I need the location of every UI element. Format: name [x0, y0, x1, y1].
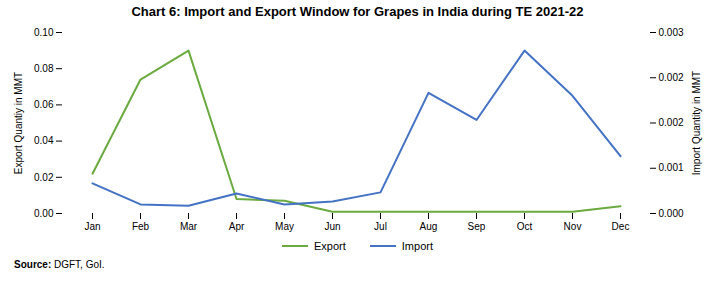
svg-text:Jun: Jun [324, 221, 340, 232]
svg-text:Aug: Aug [420, 221, 438, 232]
svg-text:Jan: Jan [84, 221, 100, 232]
svg-text:Jul: Jul [374, 221, 387, 232]
svg-text:0.08: 0.08 [34, 63, 54, 74]
html-text:Source: DGFT, GoI.: Source: DGFT, GoI. [14, 259, 105, 270]
svg-text:Nov: Nov [564, 221, 582, 232]
svg-text:0.002: 0.002 [659, 117, 684, 128]
svg-text:Dec: Dec [612, 221, 630, 232]
svg-text:0.04: 0.04 [34, 135, 54, 146]
svg-text:Mar: Mar [180, 221, 198, 232]
svg-text:Sep: Sep [468, 221, 486, 232]
html-text:Export: Export [314, 240, 346, 252]
svg-text:0.001: 0.001 [659, 162, 684, 173]
svg-text:Import Quantity in MMT: Import Quantity in MMT [691, 71, 702, 175]
svg-text:Feb: Feb [132, 221, 150, 232]
svg-text:Apr: Apr [229, 221, 245, 232]
svg-text:0.10: 0.10 [34, 27, 54, 38]
svg-text:Export Quantiy in MMT: Export Quantiy in MMT [13, 72, 24, 174]
html-text:Chart 6: Import and Export Win: Chart 6: Import and Export Window for Gr… [131, 4, 584, 19]
svg-text:0.003: 0.003 [659, 27, 684, 38]
svg-text:0.06: 0.06 [34, 99, 54, 110]
svg-text:0.000: 0.000 [659, 208, 684, 219]
svg-text:May: May [275, 221, 294, 232]
svg-text:0.02: 0.02 [34, 172, 54, 183]
svg-text:0.002: 0.002 [659, 72, 684, 83]
html-text:Import: Import [401, 240, 433, 252]
svg-text:Oct: Oct [517, 221, 533, 232]
svg-text:0.00: 0.00 [34, 208, 54, 219]
